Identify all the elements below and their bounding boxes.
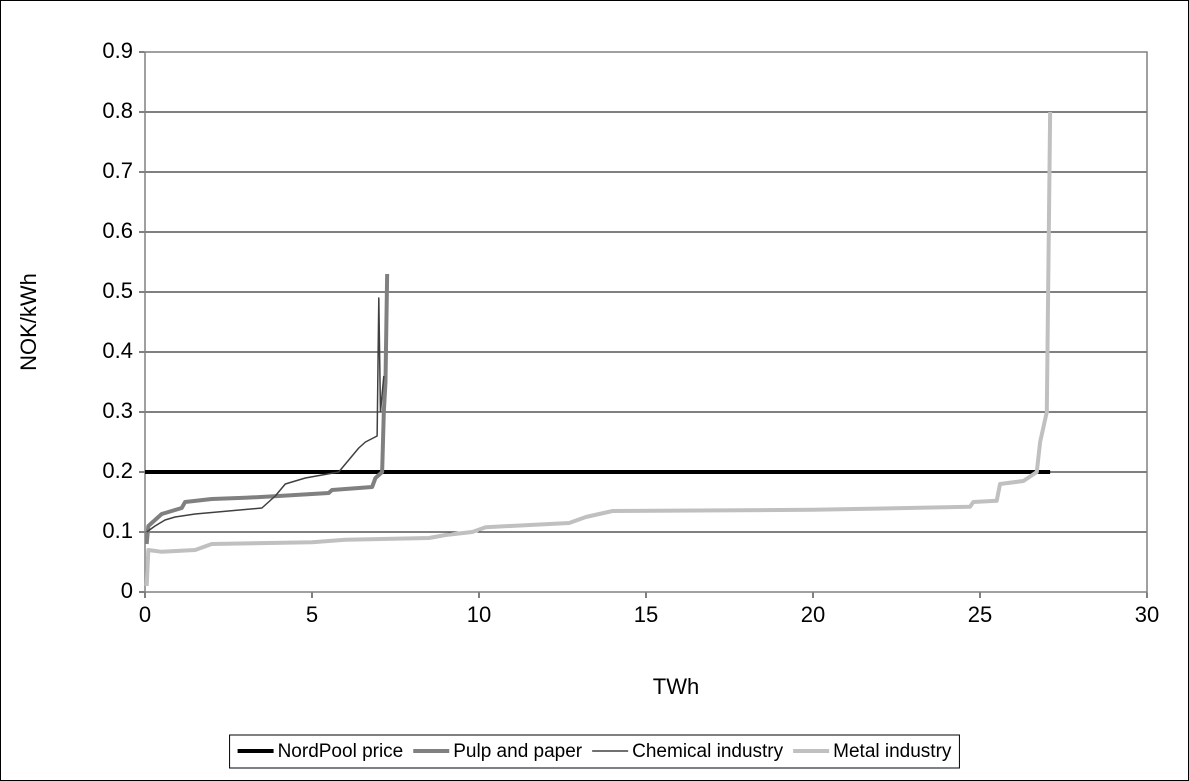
y-tick-label: 0.4 xyxy=(102,338,133,363)
legend-label: Metal industry xyxy=(833,741,952,762)
legend: NordPool price Pulp and paper Chemical ind… xyxy=(229,734,960,769)
x-tick-label: 15 xyxy=(634,602,658,627)
y-tick-label: 0.8 xyxy=(102,98,133,123)
x-tick-label: 10 xyxy=(467,602,491,627)
y-tick-label: 0 xyxy=(121,578,133,603)
legend-label: Pulp and paper xyxy=(453,741,583,762)
y-tick-label: 0.5 xyxy=(102,278,133,303)
y-tick-label: 0.7 xyxy=(102,158,133,183)
legend-label: NordPool price xyxy=(278,741,404,762)
y-tick-label: 0.2 xyxy=(102,458,133,483)
series-line xyxy=(146,297,385,533)
x-tick-label: 5 xyxy=(306,602,318,627)
x-tick-label: 30 xyxy=(1135,602,1159,627)
y-tick-label: 0.6 xyxy=(102,218,133,243)
y-tick-label: 0.9 xyxy=(102,38,133,63)
x-tick-label: 20 xyxy=(801,602,825,627)
y-tick-label: 0.3 xyxy=(102,398,133,423)
legend-label: Chemical industry xyxy=(632,741,783,762)
y-axis-label: NOK/kWh xyxy=(16,273,41,371)
y-tick-label: 0.1 xyxy=(102,518,133,543)
series-line xyxy=(144,111,1053,587)
x-axis-label: TWh xyxy=(653,674,699,699)
x-tick-label: 25 xyxy=(968,602,992,627)
x-tick-label: 0 xyxy=(139,602,151,627)
series-line xyxy=(144,273,390,545)
plot-area xyxy=(144,51,1148,593)
